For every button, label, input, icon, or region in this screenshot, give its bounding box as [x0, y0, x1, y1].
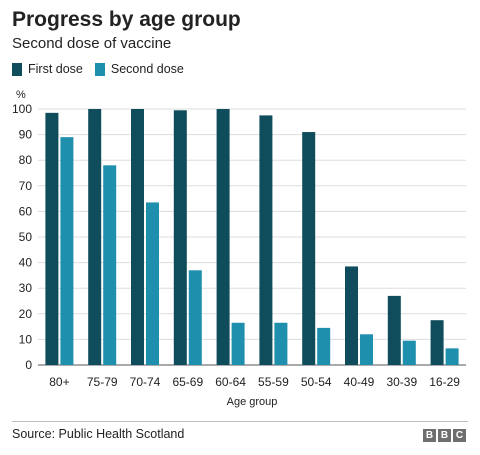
- legend-item-second-dose: Second dose: [94, 62, 184, 76]
- chart-title: Progress by age group: [12, 8, 241, 31]
- x-tick-label: 50-54: [301, 375, 332, 389]
- bar-first-dose: [45, 112, 59, 365]
- bar-first-dose: [430, 320, 444, 365]
- y-tick-label: 10: [19, 332, 33, 346]
- y-tick-label: 30: [19, 281, 33, 295]
- legend-label-first-dose: First dose: [28, 62, 83, 76]
- x-tick-label: 65-69: [172, 375, 203, 389]
- bar-chart: % 0 10 20 30 40 50 60 70 80 90 100 80+ 75-79 70-74 65-6…: [12, 89, 466, 408]
- y-tick-label: 100: [12, 102, 32, 116]
- x-axis-title: Age group: [227, 396, 278, 408]
- bbc-logo: B B C: [421, 429, 466, 442]
- bar-second-dose: [188, 270, 202, 365]
- y-tick-label: 20: [19, 307, 33, 321]
- bar-second-dose: [317, 327, 331, 365]
- y-tick-label: 60: [19, 204, 33, 218]
- y-tick-label: 90: [19, 128, 33, 142]
- x-tick-label: 80+: [49, 375, 69, 389]
- bar-second-dose: [360, 334, 373, 365]
- legend: First dose Second dose: [12, 62, 196, 76]
- bar-first-dose: [88, 109, 102, 365]
- bar-second-dose: [231, 322, 245, 365]
- legend-label-second-dose: Second dose: [110, 62, 184, 76]
- y-tick-label: 0: [25, 358, 32, 372]
- bar-second-dose: [146, 202, 159, 365]
- bar-first-dose: [387, 295, 401, 365]
- source-note: Source: Public Health Scotland: [12, 427, 185, 441]
- bar-first-dose: [302, 132, 316, 365]
- legend-swatch-second-dose: [94, 62, 105, 76]
- x-tick-label: 75-79: [87, 375, 118, 389]
- y-tick-label: 50: [19, 230, 33, 244]
- bar-second-dose: [445, 348, 459, 365]
- y-tick-label: 40: [19, 256, 33, 270]
- bar-first-dose: [173, 110, 187, 365]
- y-tick-label: 80: [19, 153, 33, 167]
- footer-divider: [12, 421, 468, 422]
- bar-first-dose: [216, 109, 230, 365]
- bar-second-dose: [402, 340, 416, 365]
- x-tick-label: 40-49: [344, 375, 375, 389]
- x-tick-label: 70-74: [130, 375, 161, 389]
- bar-second-dose: [103, 165, 117, 365]
- x-tick-label: 30-39: [386, 375, 417, 389]
- bar-second-dose: [60, 137, 74, 365]
- x-tick-label: 55-59: [258, 375, 289, 389]
- bbc-logo-letter: C: [453, 429, 466, 442]
- bbc-logo-letter: B: [438, 429, 451, 442]
- y-tick-label: 70: [19, 179, 33, 193]
- bbc-logo-letter: B: [423, 429, 436, 442]
- bar-first-dose: [259, 115, 273, 366]
- y-axis-unit-label: %: [16, 89, 26, 101]
- legend-swatch-first-dose: [12, 62, 22, 76]
- legend-item-first-dose: First dose: [12, 62, 83, 76]
- x-tick-label: 16-29: [429, 375, 460, 389]
- bar-second-dose: [274, 322, 288, 365]
- chart-subtitle: Second dose of vaccine: [12, 35, 172, 52]
- bar-first-dose: [345, 266, 358, 365]
- x-tick-label: 60-64: [215, 375, 246, 389]
- bar-first-dose: [131, 109, 144, 365]
